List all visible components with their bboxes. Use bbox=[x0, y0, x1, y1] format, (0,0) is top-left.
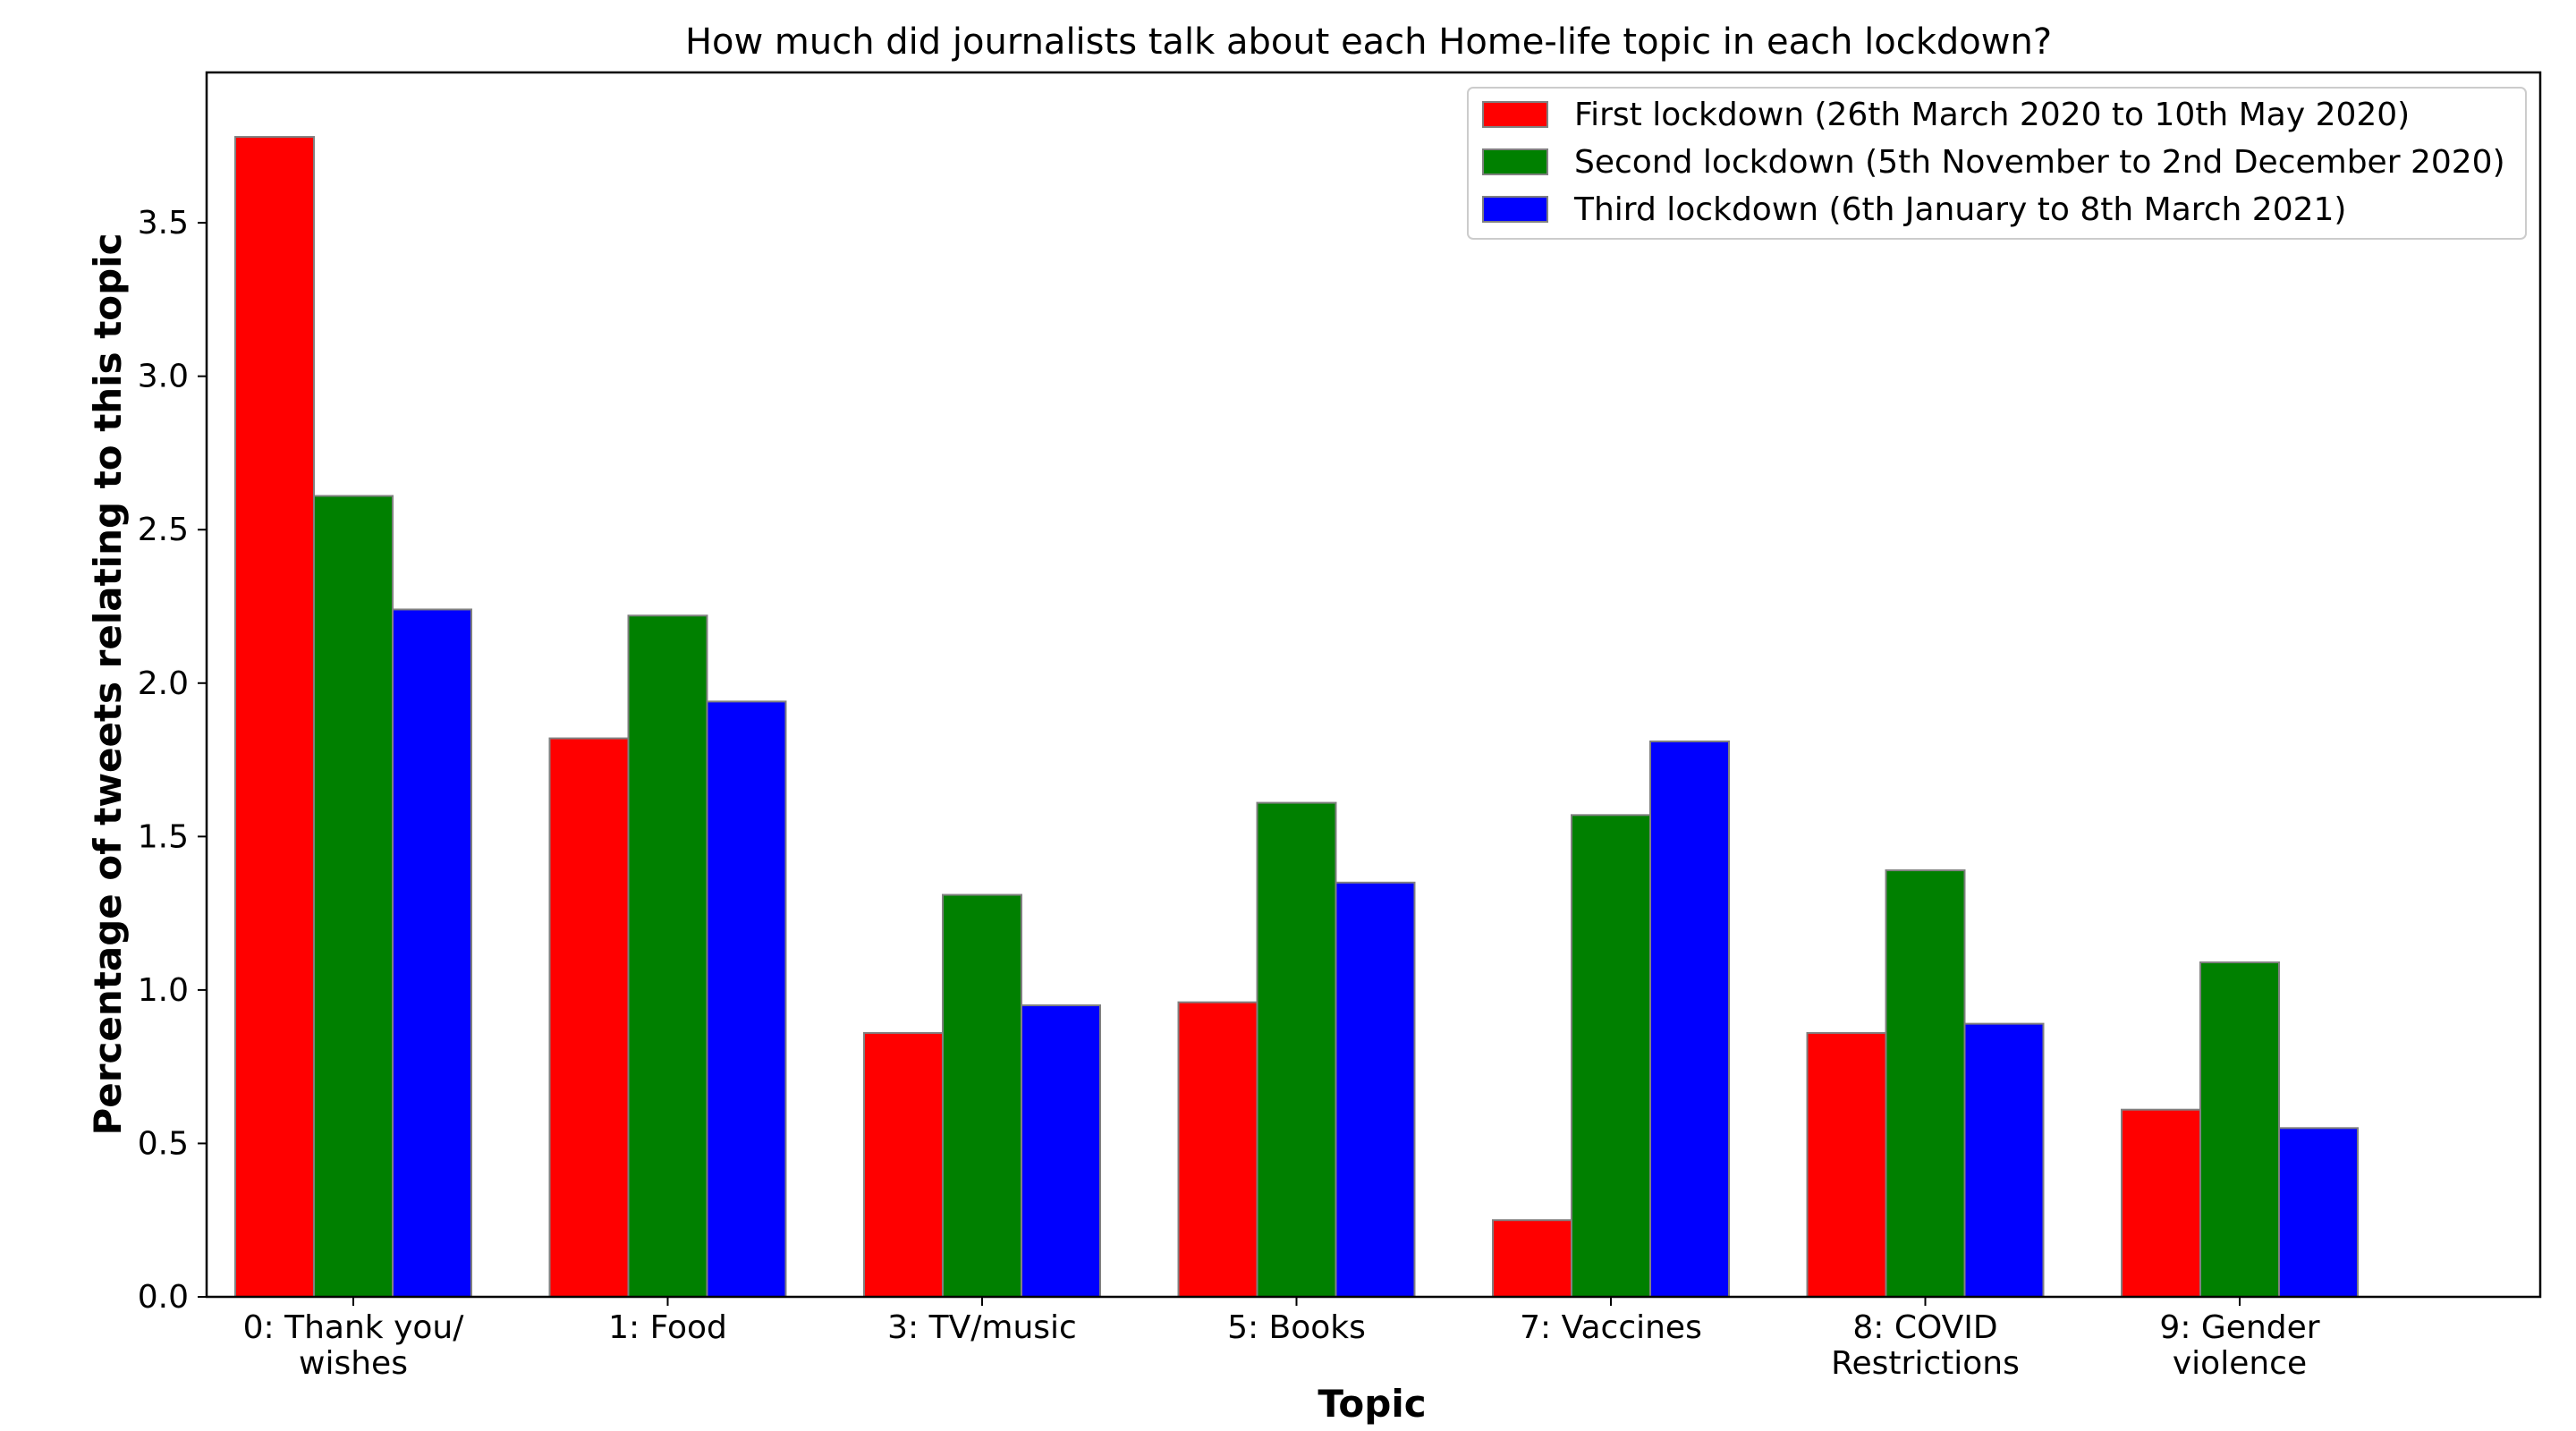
y-tick-label: 3.0 bbox=[138, 359, 189, 395]
bar-series1-cat3 bbox=[1177, 1001, 1258, 1299]
bar-series2-cat1 bbox=[627, 614, 708, 1298]
bar-series3-cat6 bbox=[2278, 1127, 2359, 1299]
legend: First lockdown (26th March 2020 to 10th … bbox=[1467, 87, 2527, 240]
bar-series1-cat6 bbox=[2121, 1108, 2201, 1298]
bar-series2-cat6 bbox=[2199, 961, 2280, 1299]
x-tick-label: 8: COVID Restrictions bbox=[1831, 1309, 2020, 1382]
bar-series3-cat3 bbox=[1335, 881, 1416, 1298]
bar-series2-cat5 bbox=[1885, 869, 1966, 1298]
bar-series1-cat4 bbox=[1492, 1219, 1572, 1298]
chart-title: How much did journalists talk about each… bbox=[685, 21, 2052, 63]
legend-label-series1: First lockdown (26th March 2020 to 10th … bbox=[1574, 97, 2410, 133]
bar-series3-cat0 bbox=[392, 608, 472, 1298]
y-tick-label: 2.5 bbox=[138, 512, 189, 548]
bar-series3-cat1 bbox=[706, 700, 787, 1298]
y-tick-label: 1.0 bbox=[138, 972, 189, 1009]
x-tick-label: 1: Food bbox=[608, 1309, 727, 1346]
y-axis-ticks: 0.0 0.5 1.0 1.5 2.0 2.5 3.0 3.5 bbox=[138, 205, 207, 1316]
y-tick-label: 0.5 bbox=[138, 1125, 189, 1162]
legend-swatch-series2 bbox=[1482, 148, 1548, 175]
x-tick-label: 7: Vaccines bbox=[1520, 1309, 1702, 1346]
x-tick-label: 9: Gender violence bbox=[2159, 1309, 2319, 1382]
legend-swatch-series3 bbox=[1482, 196, 1548, 223]
legend-swatch-series1 bbox=[1482, 101, 1548, 128]
bar-series2-cat2 bbox=[942, 893, 1022, 1298]
bars-layer bbox=[234, 136, 2359, 1299]
x-axis-ticks: 0: Thank you/wishes 1: Food 3: TV/music 5: … bbox=[243, 1297, 2320, 1382]
y-axis-label: Percentage of tweets relating to this to… bbox=[86, 233, 130, 1136]
x-tick-label: 3: TV/music bbox=[887, 1309, 1077, 1346]
x-tick-label: 0: Thank you/wishes bbox=[243, 1309, 465, 1382]
bar-series3-cat4 bbox=[1649, 740, 1730, 1298]
legend-label-series3: Third lockdown (6th January to 8th March… bbox=[1573, 191, 2346, 228]
legend-box bbox=[1467, 87, 2527, 240]
x-tick-label: 5: Books bbox=[1227, 1309, 1366, 1346]
bar-series1-cat5 bbox=[1806, 1031, 1887, 1299]
bar-series3-cat2 bbox=[1021, 1004, 1101, 1298]
bar-series2-cat4 bbox=[1571, 814, 1651, 1298]
y-tick-label: 3.5 bbox=[138, 205, 189, 241]
bar-series2-cat3 bbox=[1256, 801, 1337, 1298]
legend-label-series2: Second lockdown (5th November to 2nd Dec… bbox=[1574, 144, 2505, 181]
bar-series3-cat5 bbox=[1963, 1022, 2045, 1298]
bar-series1-cat1 bbox=[548, 737, 630, 1298]
bar-series1-cat0 bbox=[234, 136, 315, 1299]
y-tick-label: 2.0 bbox=[138, 665, 189, 702]
y-tick-label: 1.5 bbox=[138, 818, 189, 855]
y-tick-label: 0.0 bbox=[138, 1279, 189, 1316]
x-axis-label: Topic bbox=[1318, 1382, 1426, 1426]
bar-series1-cat2 bbox=[863, 1031, 944, 1299]
plot-frame bbox=[205, 71, 2542, 1299]
bar-series2-cat0 bbox=[313, 495, 394, 1298]
